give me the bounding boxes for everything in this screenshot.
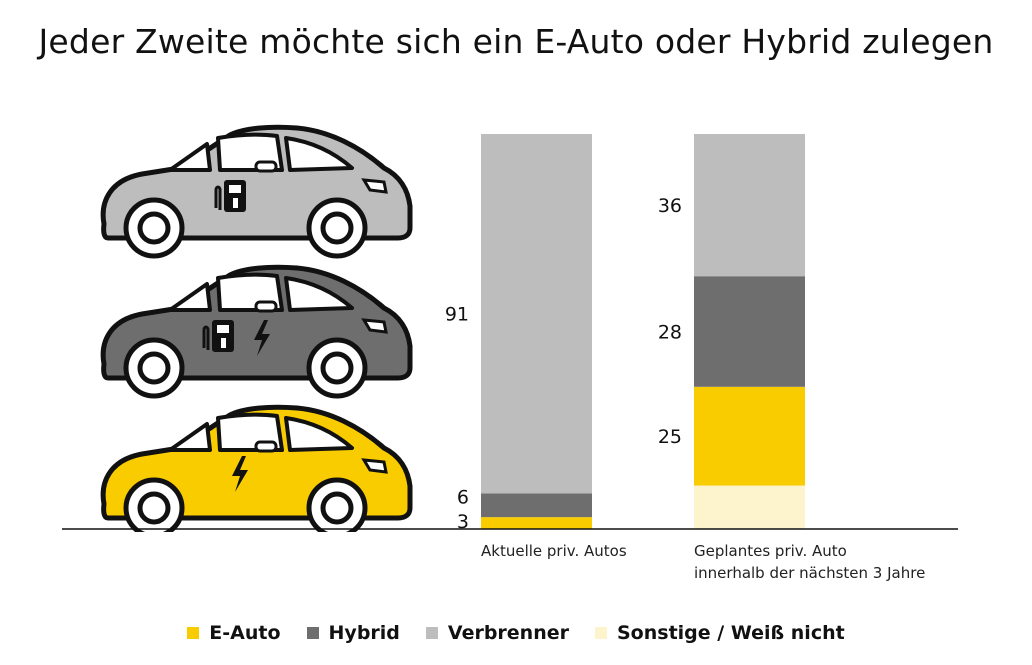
- bar-segment: [694, 134, 805, 277]
- chart-title: Jeder Zweite möchte sich ein E-Auto oder…: [38, 22, 994, 61]
- legend: E-Auto Hybrid Verbrenner Sonstige / Weiß ni…: [0, 622, 1032, 644]
- value-label: 25: [658, 426, 682, 448]
- value-label: 28: [658, 322, 682, 344]
- legend-item: Hybrid: [306, 622, 400, 644]
- value-label: 6: [457, 486, 469, 508]
- bar-segment: [481, 134, 592, 494]
- bars-layer: [481, 134, 805, 529]
- category-label: Aktuelle priv. Autos: [481, 542, 627, 560]
- legend-label: E-Auto: [209, 622, 281, 644]
- value-label: 36: [658, 195, 682, 217]
- legend-item: E-Auto: [187, 622, 281, 644]
- bar-segment: [694, 276, 805, 387]
- legend-item: Sonstige / Weiß nicht: [595, 622, 845, 644]
- bar-segment: [694, 386, 805, 486]
- legend-label: Hybrid: [328, 622, 400, 644]
- bar-segment: [694, 485, 805, 529]
- legend-swatch: [306, 627, 319, 639]
- legend-label: Sonstige / Weiß nicht: [617, 622, 845, 644]
- value-label: 91: [445, 304, 469, 326]
- category-label: innerhalb der nächsten 3 Jahre: [694, 564, 925, 582]
- legend-swatch: [425, 627, 438, 639]
- legend-swatch: [187, 627, 200, 639]
- value-label: 3: [457, 511, 469, 533]
- legend-item: Verbrenner: [425, 622, 569, 644]
- category-label: Geplantes priv. Auto: [694, 542, 847, 560]
- legend-label: Verbrenner: [447, 622, 569, 644]
- bar-segment: [481, 493, 592, 518]
- legend-swatch: [595, 627, 607, 639]
- category-labels-layer: Aktuelle priv. Autos Geplantes priv. Auto…: [481, 542, 925, 582]
- bar-segment: [481, 517, 592, 529]
